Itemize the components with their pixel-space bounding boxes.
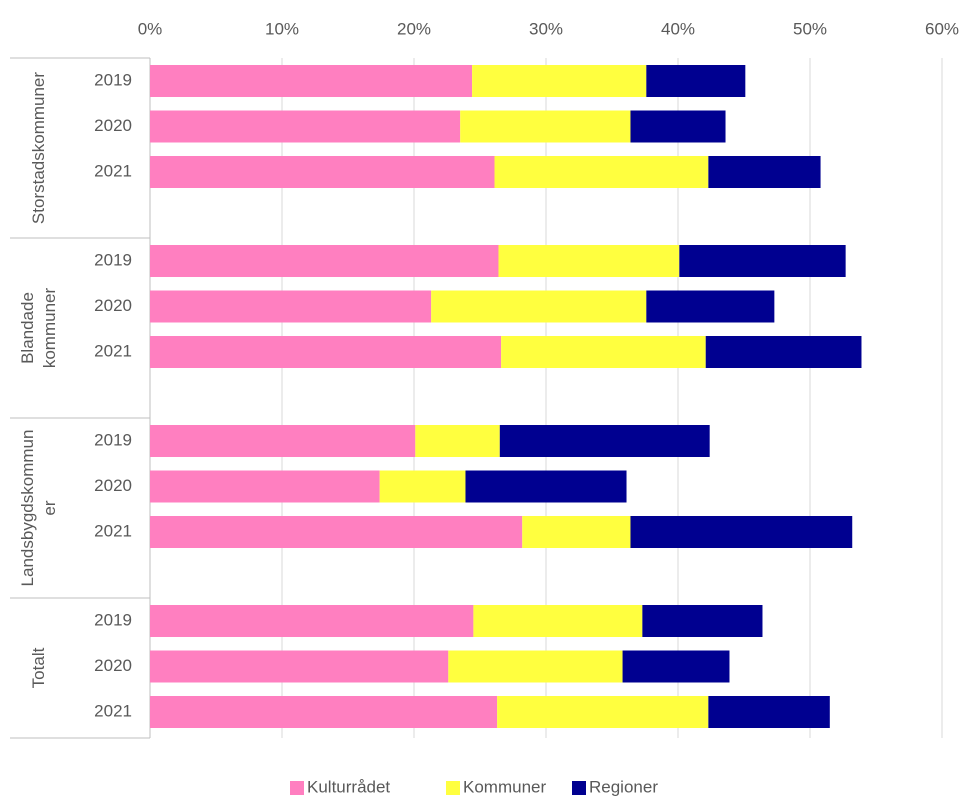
x-tick-label: 60% <box>925 19 959 38</box>
bar-segment <box>497 696 709 728</box>
bar-segment <box>646 65 746 97</box>
y-tick-label: 2019 <box>94 250 132 269</box>
bar-segment <box>679 245 846 277</box>
bar-segment <box>150 425 416 457</box>
y-tick-label: 2019 <box>94 610 132 629</box>
legend-swatch <box>446 781 460 795</box>
bar-segment <box>499 425 710 457</box>
bar-segment <box>473 605 643 637</box>
bar-segment <box>708 156 821 188</box>
bar-segment <box>498 245 680 277</box>
y-tick-label: 2019 <box>94 430 132 449</box>
group-label-line: Totalt <box>29 647 48 688</box>
bar-segment <box>150 290 432 323</box>
bar-segment <box>150 605 474 637</box>
legend-label: Regioner <box>589 777 658 796</box>
group-label: Totalt <box>29 647 48 688</box>
bar-segment <box>150 696 498 728</box>
x-tick-label: 50% <box>793 19 827 38</box>
bar-segment <box>460 110 631 143</box>
bar-segment <box>494 156 709 188</box>
bar-segment <box>501 336 706 368</box>
y-tick-label: 2021 <box>94 521 132 540</box>
bar-segment <box>150 245 499 277</box>
legend-label: Kulturrådet <box>307 777 390 796</box>
y-tick-label: 2021 <box>94 161 132 180</box>
x-tick-label: 30% <box>529 19 563 38</box>
bar-segment <box>622 650 730 683</box>
bar-segment <box>150 65 473 97</box>
group-label: Landsbygdskommun er <box>18 430 59 587</box>
bar-segment <box>150 516 523 548</box>
bar-segment <box>431 290 647 323</box>
bar-segment <box>415 425 500 457</box>
bar-segment <box>448 650 623 683</box>
group-label-line: kommuner <box>40 288 59 369</box>
group-label-line: Landsbygdskommun <box>18 430 37 587</box>
y-tick-label: 2021 <box>94 341 132 360</box>
bar-segment <box>150 156 495 188</box>
bar-segment <box>630 110 726 143</box>
y-tick-label: 2021 <box>94 701 132 720</box>
bar-segment <box>150 336 502 368</box>
bar-segment <box>705 336 862 368</box>
bar-segment <box>150 110 461 143</box>
bar-segment <box>630 516 853 548</box>
legend-label: Kommuner <box>463 777 546 796</box>
legend-swatch <box>572 781 586 795</box>
y-tick-label: 2020 <box>94 116 132 135</box>
group-label-line: er <box>40 500 59 515</box>
bar-segment <box>150 650 449 683</box>
bar-segment <box>646 290 775 323</box>
group-label-line: Storstadskommuner <box>29 72 48 224</box>
group-label: Storstadskommuner <box>29 72 48 224</box>
group-label: Blandade kommuner <box>18 288 59 369</box>
y-tick-label: 2020 <box>94 476 132 495</box>
bar-segment <box>708 696 830 728</box>
y-tick-label: 2020 <box>94 296 132 315</box>
y-tick-label: 2019 <box>94 70 132 89</box>
bar-segment <box>379 470 466 503</box>
y-tick-label: 2020 <box>94 656 132 675</box>
x-tick-label: 20% <box>397 19 431 38</box>
bar-segment <box>472 65 647 97</box>
bar-segment <box>150 470 380 503</box>
bar-segment <box>465 470 627 503</box>
bar-segment <box>522 516 631 548</box>
bar-segment <box>642 605 763 637</box>
x-tick-label: 0% <box>138 19 163 38</box>
x-tick-label: 10% <box>265 19 299 38</box>
group-label-line: Blandade <box>18 292 37 364</box>
x-tick-label: 40% <box>661 19 695 38</box>
legend-swatch <box>290 781 304 795</box>
